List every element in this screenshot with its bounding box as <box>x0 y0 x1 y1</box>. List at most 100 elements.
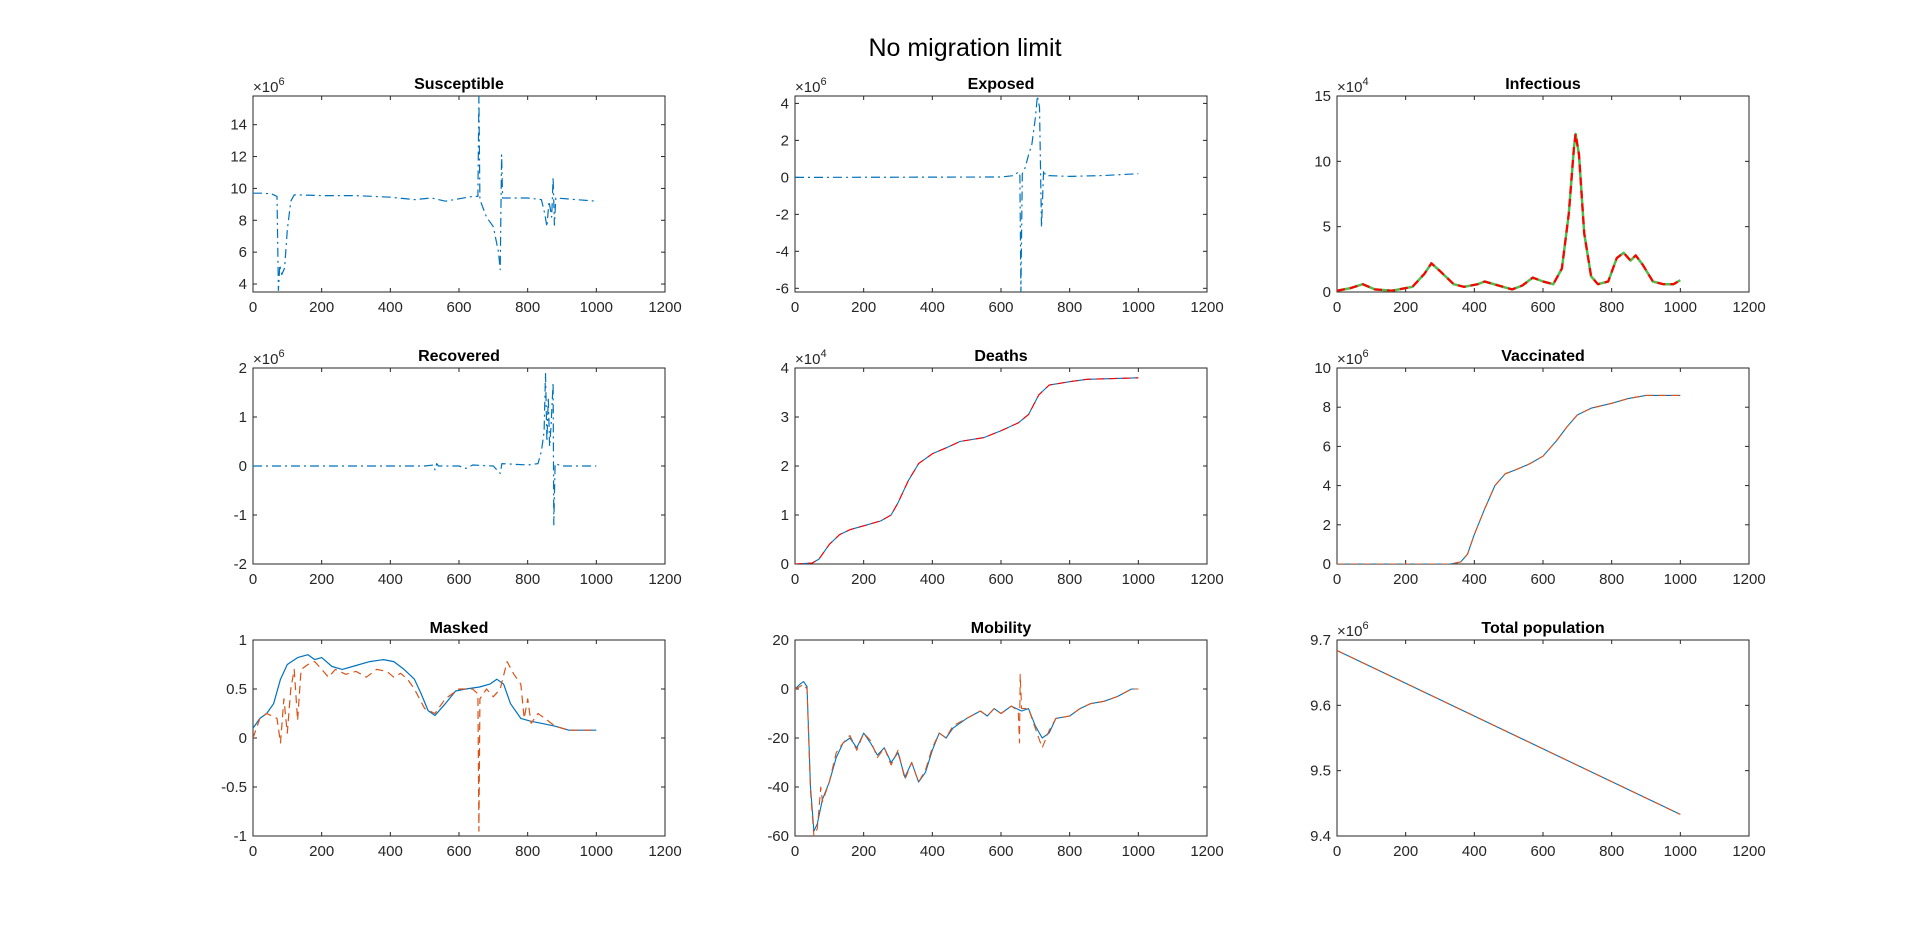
y-tick-label: 10 <box>230 180 247 197</box>
x-tick-label: 600 <box>988 299 1013 316</box>
x-tick-label: 0 <box>249 299 257 316</box>
y-tick-label: 4 <box>239 276 247 293</box>
y-tick-label: 9.5 <box>1310 763 1331 780</box>
y-tick-label: -60 <box>767 828 789 845</box>
x-tick-label: 200 <box>851 299 876 316</box>
x-tick-label: 600 <box>446 843 471 860</box>
y-tick-label: 0 <box>1323 284 1331 301</box>
subplot-title: Infectious <box>1505 76 1581 93</box>
series-line <box>253 654 597 731</box>
x-tick-label: 1200 <box>1732 299 1765 316</box>
x-tick-label: 800 <box>1599 571 1624 588</box>
y-tick-label: -40 <box>767 779 789 796</box>
x-tick-label: 400 <box>378 571 403 588</box>
subplot: 0 200 400 600 800 1000 1200 0 5 10 15 Infectious ×10… <box>1314 76 1765 316</box>
x-tick-label: 0 <box>1333 299 1341 316</box>
x-tick-label: 200 <box>309 571 334 588</box>
x-tick-label: 1000 <box>1664 571 1697 588</box>
x-tick-label: 800 <box>1057 843 1082 860</box>
y-exponent-label: ×106 <box>1337 348 1369 368</box>
x-tick-label: 1200 <box>648 299 681 316</box>
series-line <box>253 661 597 832</box>
x-tick-label: 400 <box>1462 571 1487 588</box>
x-tick-label: 1000 <box>1122 571 1155 588</box>
y-exponent-label: ×104 <box>1337 76 1369 96</box>
series-line <box>253 96 597 291</box>
x-tick-label: 400 <box>378 843 403 860</box>
subplot-title: Total population <box>1481 620 1604 637</box>
y-tick-label: 9.6 <box>1310 697 1331 714</box>
y-tick-label: 2 <box>1323 517 1331 534</box>
y-tick-label: 0 <box>239 730 247 747</box>
y-tick-label: 4 <box>1323 478 1331 495</box>
x-tick-label: 0 <box>791 843 799 860</box>
x-tick-label: 0 <box>791 571 799 588</box>
subplot: 0 200 400 600 800 1000 1200 0 1 2 3 4 Deaths ×104 <box>781 348 1224 588</box>
subplot-title: Deaths <box>974 348 1027 365</box>
x-tick-label: 800 <box>1057 571 1082 588</box>
x-tick-label: 600 <box>446 571 471 588</box>
series-line <box>795 673 1139 836</box>
y-tick-label: 6 <box>1323 438 1331 455</box>
x-tick-label: 600 <box>446 299 471 316</box>
axes-frame <box>794 639 1208 837</box>
y-tick-label: 8 <box>1323 399 1331 416</box>
x-tick-label: 400 <box>920 299 945 316</box>
series-line <box>795 377 1139 564</box>
y-exponent-label: ×104 <box>795 348 827 368</box>
y-tick-label: 10 <box>1314 360 1331 377</box>
x-tick-label: 0 <box>249 571 257 588</box>
y-tick-label: 1 <box>781 507 789 524</box>
y-tick-label: -2 <box>234 556 247 573</box>
series-line <box>1337 650 1681 815</box>
y-tick-label: 15 <box>1314 88 1331 105</box>
x-tick-label: 600 <box>1530 843 1555 860</box>
y-tick-label: 12 <box>230 149 247 166</box>
x-tick-label: 600 <box>1530 571 1555 588</box>
series-line <box>253 372 597 526</box>
x-tick-label: 1200 <box>1732 571 1765 588</box>
x-tick-label: 0 <box>249 843 257 860</box>
x-tick-label: 1000 <box>580 571 613 588</box>
y-tick-label: 1 <box>239 409 247 426</box>
y-tick-label: 0 <box>239 458 247 475</box>
y-tick-label: -4 <box>776 243 789 260</box>
x-tick-label: 1000 <box>1664 843 1697 860</box>
x-tick-label: 1000 <box>580 843 613 860</box>
y-tick-label: 4 <box>781 360 789 377</box>
x-tick-label: 1200 <box>648 843 681 860</box>
x-tick-label: 1000 <box>1122 843 1155 860</box>
y-tick-label: -20 <box>767 730 789 747</box>
x-tick-label: 1000 <box>1122 299 1155 316</box>
y-tick-label: 2 <box>781 132 789 149</box>
x-tick-label: 1200 <box>648 571 681 588</box>
subplot-title: Vaccinated <box>1501 348 1585 365</box>
subplot-title: Mobility <box>971 620 1032 637</box>
y-tick-label: -0.5 <box>221 779 247 796</box>
y-tick-label: 3 <box>781 409 789 426</box>
x-tick-label: 800 <box>1599 299 1624 316</box>
x-tick-label: 400 <box>378 299 403 316</box>
y-tick-label: 6 <box>239 244 247 261</box>
subplot: 0 200 400 600 800 1000 1200 9.4 9.5 9.6 9.7 Total p… <box>1310 620 1766 860</box>
y-tick-label: 0 <box>1323 556 1331 573</box>
x-tick-label: 200 <box>1393 843 1418 860</box>
subplot-title: Susceptible <box>414 76 504 93</box>
figure-title: No migration limit <box>868 34 1061 62</box>
series-line <box>795 96 1139 292</box>
x-tick-label: 600 <box>988 843 1013 860</box>
subplot-title: Recovered <box>418 348 500 365</box>
x-tick-label: 800 <box>1057 299 1082 316</box>
x-tick-label: 200 <box>851 843 876 860</box>
y-exponent-label: ×106 <box>253 348 285 368</box>
x-tick-label: 200 <box>1393 299 1418 316</box>
series-line <box>1337 394 1681 564</box>
x-tick-label: 0 <box>1333 571 1341 588</box>
axes-frame <box>794 95 1208 293</box>
subplot: 0 200 400 600 800 1000 1200 0 2 4 6 8 10 Vaccinated ×1… <box>1314 348 1765 588</box>
y-tick-label: 8 <box>239 212 247 229</box>
y-tick-label: -6 <box>776 280 789 297</box>
axes-frame <box>252 639 666 837</box>
y-tick-label: 0 <box>781 169 789 186</box>
